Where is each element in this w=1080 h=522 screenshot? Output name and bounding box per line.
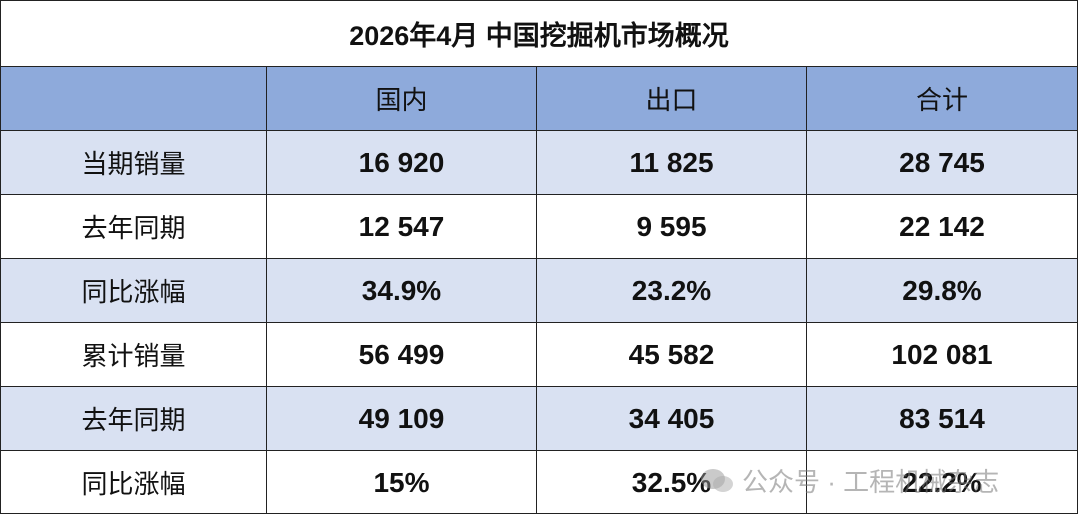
value-cell: 83 514 bbox=[807, 387, 1077, 451]
watermark-icon bbox=[701, 468, 733, 492]
value-cell: 23.2% bbox=[537, 259, 807, 323]
value-cell: 29.8% bbox=[807, 259, 1077, 323]
value-cell: 9 595 bbox=[537, 195, 807, 259]
header-cell bbox=[1, 67, 267, 131]
table-title: 2026年4月 中国挖掘机市场概况 bbox=[1, 1, 1077, 67]
value-cell: 32.5% bbox=[537, 451, 807, 514]
value-cell: 22 142 bbox=[807, 195, 1077, 259]
value-cell: 45 582 bbox=[537, 323, 807, 387]
value-cell: 49 109 bbox=[267, 387, 537, 451]
value-cell: 102 081 bbox=[807, 323, 1077, 387]
header-cell: 国内 bbox=[267, 67, 537, 131]
row-label: 累计销量 bbox=[1, 323, 267, 387]
row-label: 同比涨幅 bbox=[1, 451, 267, 514]
value-cell: 56 499 bbox=[267, 323, 537, 387]
value-cell: 34.9% bbox=[267, 259, 537, 323]
row-label: 同比涨幅 bbox=[1, 259, 267, 323]
header-cell: 合计 bbox=[807, 67, 1077, 131]
value-cell: 12 547 bbox=[267, 195, 537, 259]
value-cell: 11 825 bbox=[537, 131, 807, 195]
header-cell: 出口 bbox=[537, 67, 807, 131]
row-label: 去年同期 bbox=[1, 387, 267, 451]
row-label: 去年同期 bbox=[1, 195, 267, 259]
value-cell: 28 745 bbox=[807, 131, 1077, 195]
watermark-text: 公众号 · 工程机械杂志 bbox=[742, 467, 1000, 497]
value-cell: 22.2% bbox=[902, 466, 982, 498]
watermark: 公众号 · 工程机械杂志 bbox=[700, 462, 999, 499]
value-cell: 16 920 bbox=[267, 131, 537, 195]
row-label: 当期销量 bbox=[1, 131, 267, 195]
value-cell: 34 405 bbox=[537, 387, 807, 451]
value-cell: 15% bbox=[267, 451, 537, 514]
